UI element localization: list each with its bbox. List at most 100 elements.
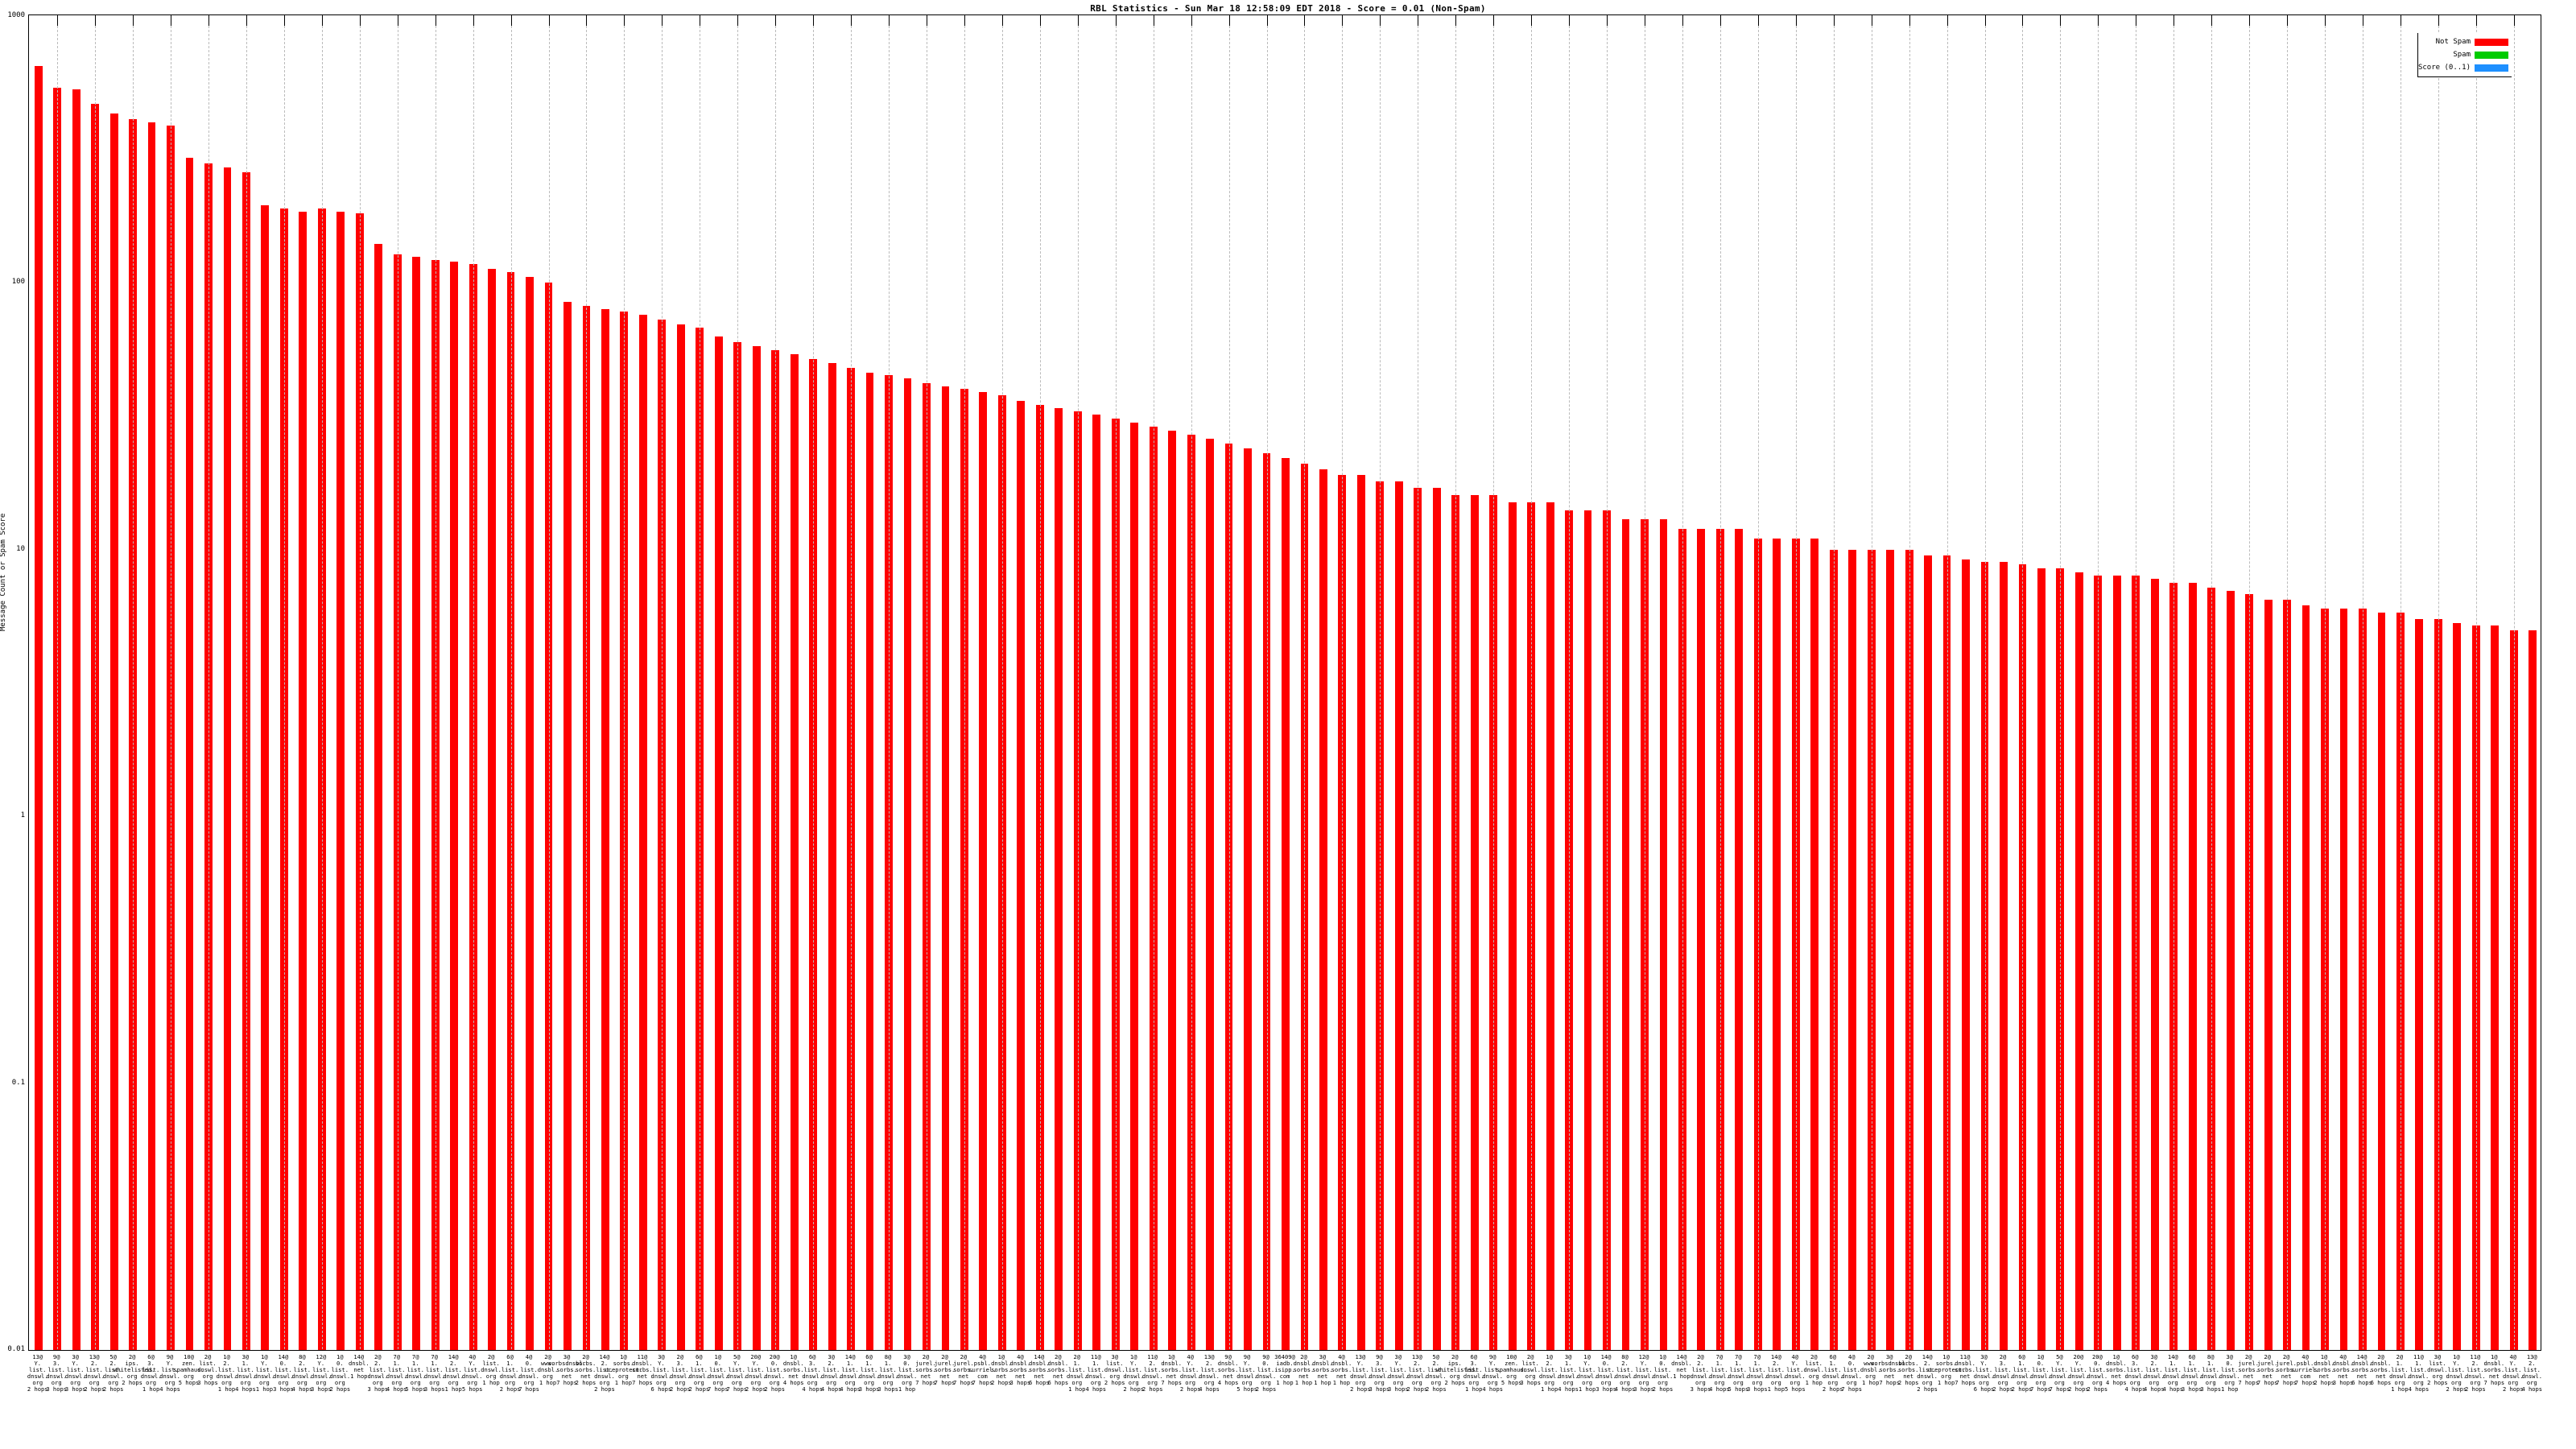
- x-grid-line: [2211, 26, 2213, 1349]
- x-axis-label: 13@ 2. list. dnswl. org 2 hops: [1406, 1353, 1428, 1393]
- x-grid-line: [473, 26, 474, 1349]
- x-axis-label: 8@ 2. list. dnswl. org 4 hops: [1614, 1353, 1636, 1393]
- x-axis-label: 7@ 1. list. dnswl. org 4 hops: [1709, 1353, 1730, 1393]
- x-tick: [1228, 15, 1230, 26]
- x-grid-line: [2249, 26, 2251, 1349]
- x-axis-label: 7@ 1. list. dnswl. org 4 hops: [386, 1353, 407, 1393]
- x-grid-line: [283, 26, 285, 1349]
- x-tick: [2249, 15, 2251, 26]
- x-grid-line: [2438, 26, 2439, 1349]
- bar: [1224, 443, 1233, 1350]
- x-tick: [283, 15, 285, 26]
- x-grid-line: [775, 26, 777, 1349]
- bar: [638, 314, 647, 1350]
- bar: [979, 391, 988, 1350]
- x-axis-label: 3@ 1. list. dnswl. org 4 hops: [235, 1353, 256, 1393]
- x-axis-label: 7@ 1. list. dnswl. org 3 hops: [423, 1353, 445, 1393]
- x-axis-label: 3@ sorbsdnsbl. sorbs. net 7 hops: [1871, 1353, 1909, 1386]
- x-axis-label: 14@ 2. list. dnswl. org 2 hops: [1917, 1353, 1938, 1393]
- bar: [2359, 609, 2367, 1350]
- bar: [752, 345, 761, 1350]
- x-tick: [1001, 15, 1003, 26]
- bar: [582, 305, 591, 1350]
- x-tick: [510, 15, 512, 26]
- x-axis-label: 2@ list. dnswl. org 3 hops: [1520, 1353, 1541, 1386]
- x-axis-label: 3@ Y. list. dnswl. org 3 hops: [64, 1353, 86, 1393]
- x-axis-label: 7@ 1. list. dnswl. org 5 hops: [1728, 1353, 1749, 1393]
- x-grid-line: [1001, 26, 1003, 1349]
- x-axis-label: 5@ 2. list. dnswl. org 2 hops: [102, 1353, 124, 1393]
- x-tick: [548, 15, 550, 26]
- x-grid-line: [1039, 26, 1041, 1349]
- bar: [2112, 575, 2121, 1350]
- x-tick: [1115, 15, 1117, 26]
- x-axis-label: 12@ Y. list. dnswl. org 3 hops: [311, 1353, 332, 1393]
- bar: [1829, 549, 1838, 1350]
- x-axis-label: 3@ list. dnswl. org 2 hops: [1104, 1353, 1125, 1386]
- bar: [1621, 519, 1630, 1350]
- x-axis-label: 4@ psbl. surriel. com 7 hops: [968, 1353, 997, 1386]
- x-axis-label: 14@ 2. list. dnswl. org 1 hop: [1765, 1353, 1787, 1393]
- bar: [374, 243, 383, 1350]
- bar: [790, 354, 799, 1350]
- x-axis-label: 5@ Y. list. dnswl. org 7 hops: [726, 1353, 748, 1393]
- x-tick: [2513, 15, 2515, 26]
- bar: [2207, 588, 2216, 1350]
- bar: [279, 208, 288, 1350]
- x-axis-label: 9@ Y. list. dnswl. org 5 hops: [1236, 1353, 1257, 1393]
- x-axis-label: 3@ 2. list. dnswl. org 4 hops: [820, 1353, 842, 1393]
- x-axis-label: 3@ 0. list. dnswl. org 1 hop: [896, 1353, 918, 1393]
- x-grid-line: [964, 26, 965, 1349]
- bar: [676, 324, 685, 1350]
- bar: [53, 87, 62, 1350]
- y-axis-label: Message Count or Spam Score: [0, 513, 7, 631]
- legend-swatch: [2475, 51, 2508, 59]
- x-axis-label: 5@ 2. list. dnswl. org 2 hops: [1425, 1353, 1447, 1393]
- x-grid-line: [2475, 26, 2477, 1349]
- bar: [185, 157, 194, 1350]
- x-axis-label: 3@ list. dnswl. org 2 hops: [2427, 1353, 2448, 1386]
- x-axis-label: 11@ dnsbl. sorbs. net 7 hops: [632, 1353, 653, 1386]
- x-axis-label: 6@ 1. list. dnswl. org 3 hops: [858, 1353, 880, 1393]
- x-grid-line: [1946, 26, 1948, 1349]
- bar: [2321, 609, 2329, 1350]
- x-axis-label: 2@ jurel. sorbs. net 7 hops: [2238, 1353, 2259, 1386]
- legend-swatch: [2475, 64, 2508, 72]
- y-tick-label: 0.01: [7, 1345, 25, 1353]
- x-axis-label: 13@ Y. list. dnswl. org 2 hops: [1350, 1353, 1371, 1393]
- x-axis-label: 2@ dnsbl. sorbs. net 6 hops: [1047, 1353, 1069, 1386]
- bar: [109, 114, 118, 1350]
- x-grid-line: [1266, 26, 1268, 1349]
- x-axis-label: 6@ 3. list. dnswl. org 4 hops: [2124, 1353, 2146, 1393]
- x-grid-line: [2325, 26, 2326, 1349]
- bar: [1489, 495, 1498, 1350]
- x-axis-label: 2@ 1. list. dnswl. org 1 hop: [1066, 1353, 1088, 1393]
- bar: [393, 254, 402, 1350]
- x-axis-label: 14@ dnsbl. net 1 hop: [348, 1353, 369, 1380]
- bar: [2150, 578, 2159, 1350]
- bar: [299, 211, 308, 1350]
- x-tick: [1795, 15, 1797, 26]
- x-grid-line: [1909, 26, 1910, 1349]
- y-tick-label: 0.1: [11, 1078, 25, 1087]
- x-grid-line: [586, 26, 588, 1349]
- x-axis-label: 13@ 2. list. dnswl. org 4 hops: [2521, 1353, 2543, 1393]
- bar: [1168, 430, 1177, 1350]
- x-grid-line: [1682, 26, 1683, 1349]
- x-grid-line: [359, 26, 361, 1349]
- x-tick: [851, 15, 852, 26]
- x-axis-label: 3@ dnsbl. sorbs. net 1 hop: [1312, 1353, 1333, 1386]
- bar: [91, 103, 100, 1350]
- x-axis-label: 2@ 2. list. dnswl. org 3 hops: [367, 1353, 389, 1393]
- x-grid-line: [1719, 26, 1721, 1349]
- x-grid-line: [1115, 26, 1117, 1349]
- x-grid-line: [1607, 26, 1608, 1349]
- x-axis-label: 36409@ iadb. isipp. com 1 hop: [1274, 1353, 1295, 1386]
- x-grid-line: [321, 26, 323, 1349]
- x-axis-label: 9@ Y. list. dnswl. org 4 hops: [159, 1353, 180, 1393]
- x-axis-label: 6@ 3. list. dnswl. org 4 hops: [802, 1353, 823, 1393]
- x-axis-label: 14@ dnsbl. sorbs. net 6 hops: [2351, 1353, 2372, 1386]
- legend-item: Score (0..1): [2418, 61, 2512, 74]
- bar: [1546, 502, 1554, 1350]
- x-axis-label: 4@ 0. list. dnswl. org 7 hops: [1841, 1353, 1863, 1393]
